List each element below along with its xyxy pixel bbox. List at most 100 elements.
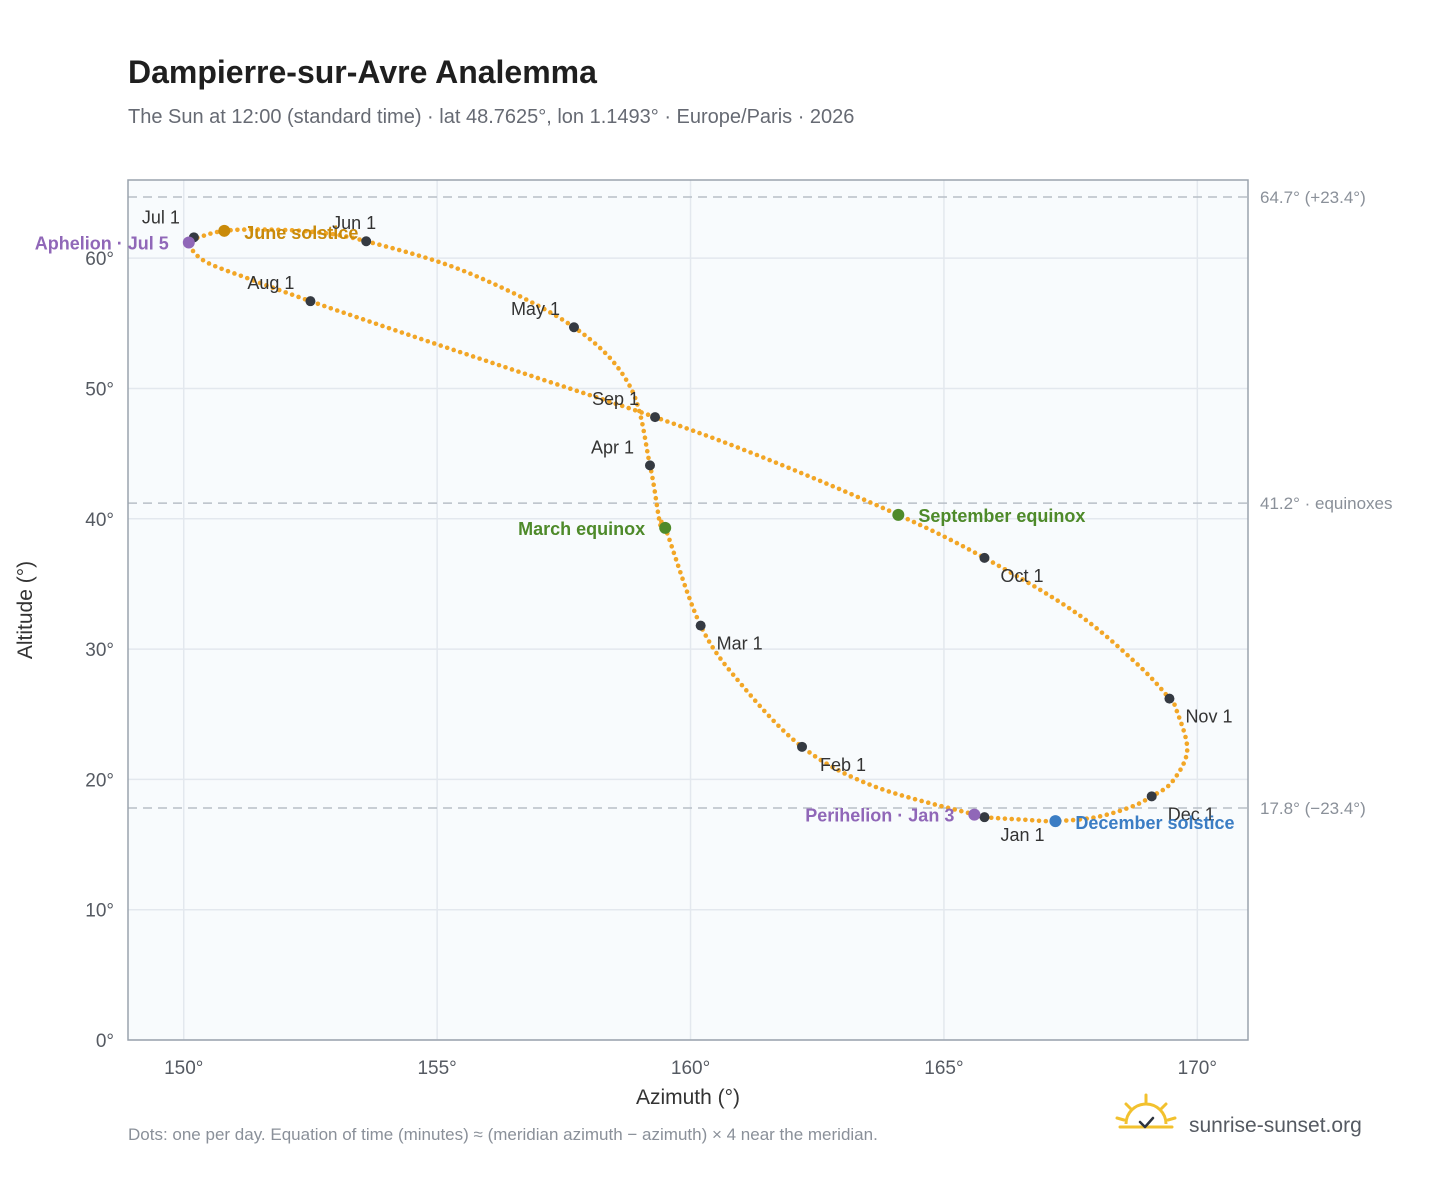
reference-line-label: 64.7° (+23.4°) xyxy=(1260,188,1366,207)
daily-dot xyxy=(201,233,207,238)
daily-dot xyxy=(988,815,994,821)
month-marker-dot xyxy=(568,322,579,333)
daily-dot xyxy=(1020,577,1025,582)
daily-dot xyxy=(1181,728,1186,733)
daily-dot xyxy=(535,375,541,381)
daily-dot xyxy=(620,371,625,377)
daily-dot xyxy=(656,516,662,521)
daily-dot xyxy=(930,528,935,534)
daily-dot xyxy=(206,261,212,266)
daily-dot xyxy=(1179,721,1184,727)
x-tick-label: 170° xyxy=(1178,1058,1217,1079)
month-marker-label: Mar 1 xyxy=(717,634,763,654)
daily-dot xyxy=(607,355,613,361)
daily-dot xyxy=(235,227,240,233)
daily-dot xyxy=(416,253,422,258)
daily-dot xyxy=(410,251,415,257)
daily-dot xyxy=(328,305,334,311)
daily-dot xyxy=(257,280,263,286)
daily-dot xyxy=(296,228,302,233)
daily-dot xyxy=(386,325,392,331)
daily-dot xyxy=(653,495,659,501)
daily-dot xyxy=(919,798,924,804)
daily-dot xyxy=(880,505,886,511)
reference-lines: 64.7° (+23.4°) 41.2° · equinoxes 17.8° (−2… xyxy=(128,188,1393,818)
daily-dot xyxy=(542,306,547,312)
daily-dot xyxy=(936,531,941,537)
event-marker-label: June solstice xyxy=(244,223,358,243)
daily-dot xyxy=(640,422,645,427)
daily-dot xyxy=(779,462,785,468)
daily-dot xyxy=(457,349,463,355)
daily-dot xyxy=(817,478,823,484)
daily-dot xyxy=(675,563,681,569)
daily-dot xyxy=(276,227,281,233)
daily-dot xyxy=(1174,708,1180,714)
daily-dot xyxy=(1032,584,1037,589)
daily-dot xyxy=(619,403,625,409)
daily-dot xyxy=(1049,594,1055,600)
y-tick-label: 10° xyxy=(85,901,114,922)
daily-dot xyxy=(697,430,702,436)
daily-dot xyxy=(1142,798,1148,803)
daily-dot xyxy=(289,227,295,233)
daily-dot xyxy=(673,557,679,562)
month-marker-label: Oct 1 xyxy=(1000,566,1043,586)
daily-dot xyxy=(807,750,812,755)
event-marker-label: December solstice xyxy=(1075,813,1234,833)
daily-dot xyxy=(684,589,690,594)
daily-dot xyxy=(798,470,804,476)
daily-dot xyxy=(645,412,651,418)
daily-dot xyxy=(917,522,923,528)
event-markers: June solstice December solstice March equi… xyxy=(35,223,1235,833)
daily-dot xyxy=(262,227,268,232)
daily-dot xyxy=(996,563,1002,569)
daily-dot xyxy=(341,310,346,316)
daily-dot xyxy=(330,231,336,237)
month-marker-dot xyxy=(644,460,655,471)
x-tick-label: 155° xyxy=(417,1058,456,1079)
daily-dot xyxy=(517,294,523,299)
daily-dot xyxy=(655,509,661,515)
event-marker-label: March equinox xyxy=(518,519,645,539)
daily-dot xyxy=(654,502,660,508)
daily-dot xyxy=(952,807,958,812)
month-marker-label: Dec 1 xyxy=(1168,804,1215,824)
daily-dot xyxy=(477,356,482,361)
daily-dot xyxy=(241,227,247,232)
daily-dot xyxy=(357,237,362,242)
daily-dot xyxy=(766,713,772,719)
daily-dot xyxy=(214,229,220,235)
daily-dot xyxy=(757,703,763,709)
daily-dot xyxy=(1002,566,1008,572)
daily-dot xyxy=(244,275,250,281)
daily-dot xyxy=(360,317,366,322)
daily-dot xyxy=(208,231,213,236)
daily-dot xyxy=(1130,803,1136,809)
daily-dot xyxy=(200,257,206,263)
x-tick-label: 165° xyxy=(924,1058,963,1079)
daily-dot xyxy=(1124,806,1129,811)
daily-dot xyxy=(606,399,612,404)
daily-dot xyxy=(251,278,256,283)
event-marker-dot xyxy=(968,808,981,821)
daily-dot xyxy=(283,290,288,295)
daily-dot xyxy=(735,677,740,683)
daily-dot xyxy=(593,394,599,400)
daily-dot xyxy=(635,402,640,407)
daily-dot xyxy=(1160,787,1166,793)
daily-dot xyxy=(1089,621,1094,627)
y-tick-label: 50° xyxy=(85,379,114,400)
daily-dot xyxy=(480,276,486,282)
daily-dot xyxy=(1043,591,1049,596)
daily-dot xyxy=(650,475,655,481)
daily-dot xyxy=(1170,778,1176,784)
daily-dot xyxy=(773,460,779,465)
daily-dot xyxy=(643,442,649,447)
daily-dot xyxy=(343,234,349,239)
daily-dot xyxy=(710,645,715,650)
daily-dot xyxy=(1178,767,1183,772)
daily-dot xyxy=(689,602,695,607)
daily-dot xyxy=(716,437,722,443)
daily-dot xyxy=(1184,748,1190,753)
